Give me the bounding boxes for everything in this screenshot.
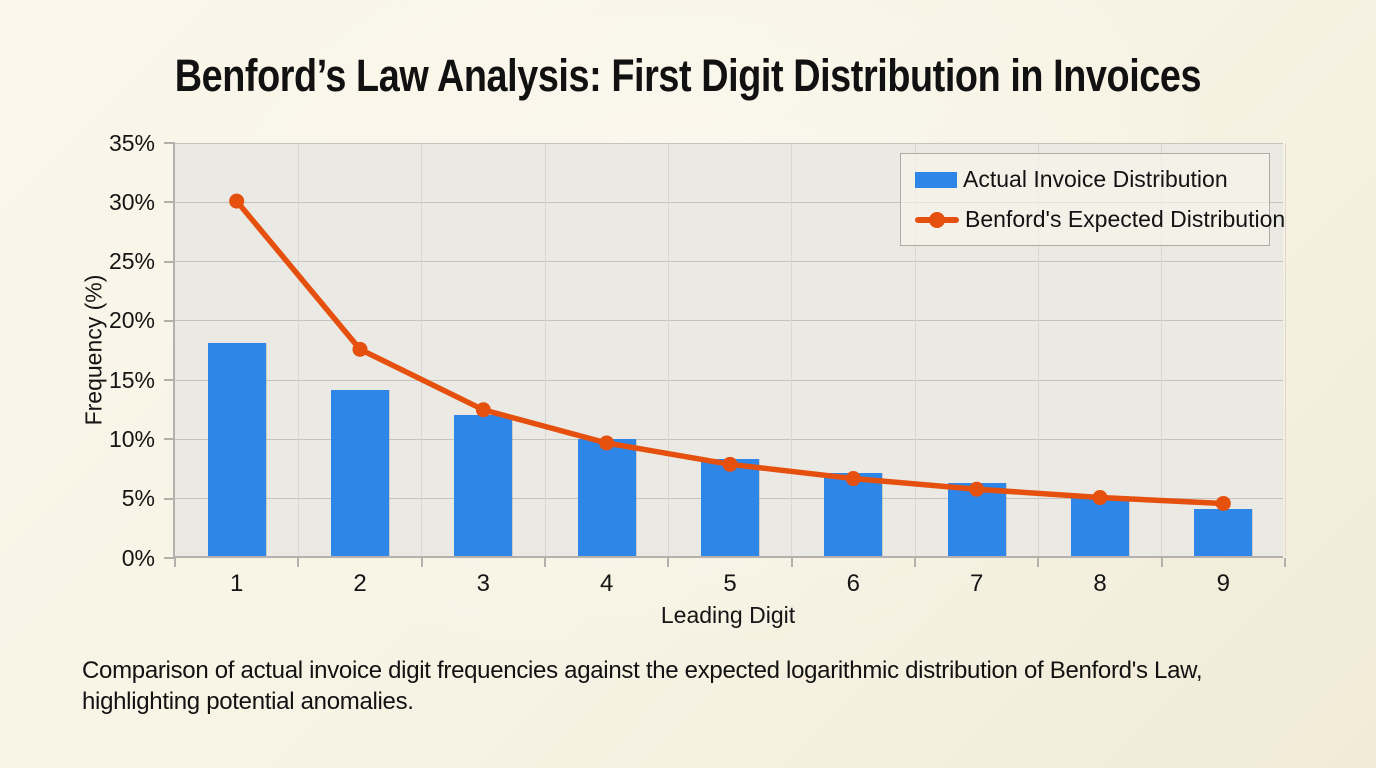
- x-tick-mark-6: [914, 558, 916, 567]
- bar-digit-6: [824, 473, 883, 556]
- legend-label: Actual Invoice Distribution: [963, 166, 1228, 192]
- bar-digit-9: [1194, 508, 1253, 556]
- gridline-v-5: [791, 143, 793, 556]
- bar-digit-1: [207, 342, 266, 556]
- x-axis-title: Leading Digit: [660, 602, 796, 628]
- benford-expected-line: [229, 193, 1231, 511]
- x-tick-mark-9: [1284, 558, 1286, 567]
- bar-digit-8: [1071, 496, 1129, 556]
- y-tick-mark-25: [164, 260, 175, 263]
- x-tick-mark-1: [297, 558, 300, 567]
- benford-point-digit-4: [599, 435, 615, 451]
- x-tick-mark-0: [174, 558, 176, 567]
- benford-point-digit-7: [969, 481, 985, 497]
- x-tick-mark-7: [1037, 558, 1040, 567]
- y-tick-label-20: 20%: [108, 307, 155, 334]
- gridline-v-8: [1161, 143, 1163, 556]
- gridline-h-10: [175, 438, 1283, 440]
- x-tick-label-8: 8: [1093, 570, 1107, 597]
- y-tick-mark-15: [164, 379, 175, 382]
- legend-bar-swatch-icon: [915, 171, 957, 188]
- gridline-h-15: [175, 379, 1283, 381]
- y-tick-mark-35: [164, 142, 175, 144]
- benford-point-digit-3: [475, 402, 491, 418]
- x-tick-label-5: 5: [723, 570, 737, 597]
- benford-point-digit-6: [845, 471, 861, 487]
- y-axis-title-text: Frequency (%): [80, 274, 107, 426]
- y-tick-label-25: 25%: [108, 248, 155, 275]
- benford-point-digit-9: [1215, 495, 1231, 511]
- x-tick-mark-8: [1160, 558, 1163, 567]
- gridline-v-7: [1037, 143, 1039, 556]
- x-tick-label-4: 4: [599, 570, 614, 597]
- y-tick-mark-30: [164, 201, 175, 204]
- y-tick-label-15: 15%: [108, 366, 155, 393]
- y-tick-label-0: 0%: [121, 544, 155, 571]
- gridline-v-6: [914, 143, 916, 556]
- plot-area: 0% 5% 10% 15% 20% 25% 30% 35% 1 2 3 4 5 6 7 8 9 Actual In…: [109, 131, 1286, 596]
- gridline-v-1: [297, 143, 299, 556]
- gridline-h-35: [175, 142, 1283, 144]
- gridline-h-20: [175, 320, 1283, 322]
- gridline-v-4: [667, 143, 669, 556]
- benford-point-digit-5: [722, 456, 738, 472]
- y-tick-mark-10: [164, 438, 175, 441]
- gridline-h-25: [175, 261, 1283, 263]
- x-tick-label-6: 6: [846, 570, 860, 597]
- legend-line-marker-icon: [915, 211, 959, 229]
- legend-label: Benford's Expected Distribution: [965, 206, 1286, 232]
- x-tick-label-9: 9: [1216, 570, 1230, 597]
- benford-point-digit-1: [229, 193, 245, 209]
- bar-digit-4: [577, 438, 636, 556]
- y-tick-label-5: 5%: [121, 485, 155, 512]
- y-tick-mark-20: [164, 319, 175, 322]
- x-tick-label-1: 1: [229, 570, 244, 597]
- legend-item-actual: Actual Invoice Distribution: [915, 166, 1255, 193]
- chart-title: Benford’s Law Analysis: First Digit Dist…: [0, 50, 1376, 102]
- y-tick-label-35: 35%: [108, 129, 155, 156]
- benford-point-digit-2: [352, 341, 368, 357]
- legend-line-dot: [929, 211, 945, 228]
- gridline-v-2: [421, 143, 423, 556]
- y-tick-mark-0: [164, 557, 175, 559]
- legend: Actual Invoice Distribution Benford's Exp…: [900, 153, 1285, 246]
- gridline-v-9: [1284, 143, 1286, 556]
- benford-point-digit-8: [1092, 490, 1108, 506]
- gridline-h-30: [175, 201, 1283, 203]
- x-tick-label-2: 2: [353, 570, 367, 597]
- y-tick-mark-5: [164, 497, 175, 500]
- chart-caption: Comparison of actual invoice digit frequ…: [82, 657, 1203, 715]
- x-tick-label-3: 3: [476, 570, 490, 597]
- bar-digit-5: [701, 458, 759, 556]
- bar-digit-2: [331, 390, 389, 556]
- y-tick-label-30: 30%: [108, 188, 155, 215]
- x-tick-label-7: 7: [969, 570, 984, 597]
- x-tick-mark-4: [667, 558, 670, 567]
- x-tick-mark-3: [544, 558, 546, 567]
- gridline-v-3: [544, 143, 546, 556]
- legend-item-expected: Benford's Expected Distribution: [915, 206, 1285, 233]
- y-tick-label-10: 10%: [108, 425, 155, 452]
- x-tick-mark-2: [420, 558, 423, 567]
- x-tick-mark-5: [790, 558, 793, 567]
- chart-title-text: Benford’s Law Analysis: First Digit Dist…: [174, 50, 1202, 101]
- bar-digit-3: [454, 414, 513, 556]
